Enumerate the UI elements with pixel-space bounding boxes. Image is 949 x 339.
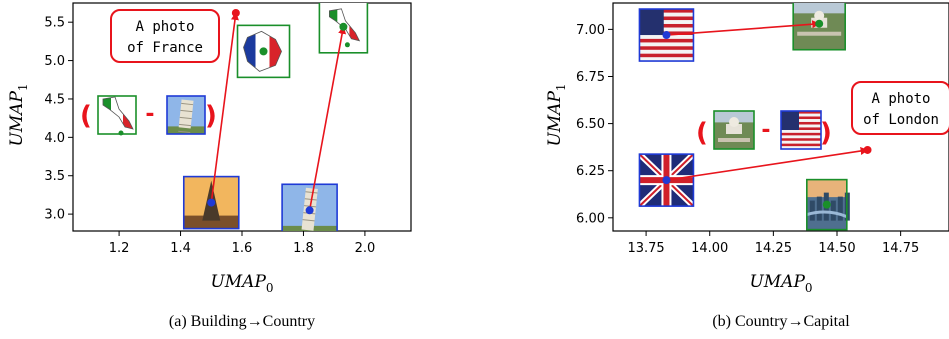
callout-line-2: of France [127,40,203,56]
panel-caption: (a) Building→Country [169,313,315,330]
y-tick-label: 4.0 [44,131,65,146]
us-flag-photo-icon [780,110,822,150]
us-flag-photo-icon [638,8,695,62]
panel-a: 1.2 1.4 1.6 1.8 2.0 3.0 3.5 4.0 4.5 5.0 5.5 UMAP0 UM… [7,2,412,330]
panel-caption: (b) Country→Capital [712,313,850,330]
data-point [822,200,831,209]
plot-area: ( -) A photo of France [80,3,369,231]
icon-frame [236,24,291,79]
data-point [207,198,216,207]
callout-box [851,81,949,135]
data-point [259,47,268,56]
callout-line-1: A photo [135,19,194,35]
data-point [339,22,348,31]
arrow [308,25,347,211]
y-tick-label: 3.5 [44,169,65,184]
y-tick-label: 4.5 [44,92,65,107]
y-tick-label: 6.00 [576,211,605,226]
plot-frame [612,2,949,232]
y-axis-label: UMAP1 [7,83,30,146]
analogy-open-paren: ( [80,101,92,131]
pisa-tower-photo-icon [166,95,206,135]
italy-flag-map-icon [97,95,137,136]
y-tick-label: 7.00 [576,23,605,38]
x-axis-label: UMAP0 [749,272,812,295]
icon-frame [638,153,695,207]
callout-line-1: A photo [871,91,930,107]
callout-target-point [863,145,872,154]
data-point [815,19,824,28]
x-tick-label: 13.75 [627,241,664,256]
analogy-open-paren: ( [696,118,708,148]
callout-line-2: of London [863,112,939,128]
panel-b: 13.75 14.00 14.25 14.50 14.75 6.00 6.25 6.50 6.7… [545,2,949,330]
x-axis-label: UMAP0 [210,272,273,295]
data-point [305,206,314,215]
arrow [210,11,239,203]
y-tick-label: 6.50 [576,117,605,132]
analogy-close-paren: ) [820,118,832,148]
x-tick-label: 1.2 [109,241,130,256]
arrow [666,147,869,181]
y-tick-label: 6.25 [576,164,605,179]
icon-frame [806,178,848,231]
washington-city-photo-icon [713,110,755,150]
x-tick-label: 14.75 [882,241,919,256]
icon-frame [97,95,137,135]
france-flag-map-icon [236,24,291,79]
x-tick-label: 1.8 [293,241,314,256]
icon-frame [182,175,240,230]
y-axis-label: UMAP1 [545,83,568,146]
analogy-minus: - [761,118,770,143]
icon-frame [792,3,846,51]
plot-area: ( -) A photo of London [637,3,949,231]
x-tick-label: 14.50 [818,241,855,256]
y-tick-label: 5.5 [44,16,65,31]
arrow [666,20,821,36]
x-tick-label: 2.0 [355,241,376,256]
icon-frame [780,110,822,150]
icon-frame [318,3,369,54]
callout-box [110,9,220,63]
x-tick-label: 1.6 [232,241,253,256]
icon-frame [638,8,695,62]
data-point [662,31,671,40]
icon-frame [281,183,338,231]
callout-target-point [231,8,240,17]
y-tick-label: 3.0 [44,208,65,223]
x-tick-label: 14.00 [691,241,728,256]
analogy-close-paren: ) [205,101,217,131]
y-tick-label: 6.75 [576,70,605,85]
x-tick-label: 14.25 [755,241,792,256]
icon-frame [713,110,755,150]
analogy-minus: - [145,102,154,127]
icon-frame [166,95,206,135]
x-tick-label: 1.4 [170,241,191,256]
data-point [662,176,671,185]
y-tick-label: 5.0 [44,54,65,69]
